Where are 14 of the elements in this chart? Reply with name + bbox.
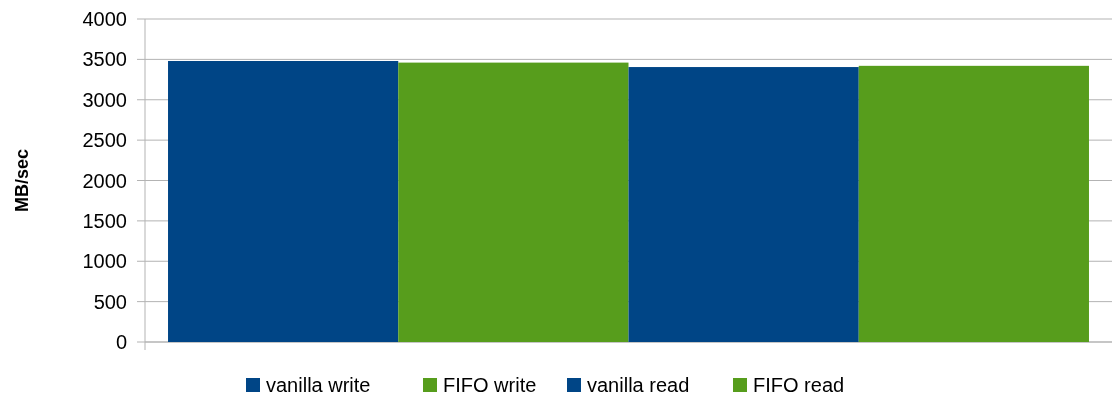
legend-label: FIFO read	[753, 374, 845, 396]
y-tick-label: 4000	[82, 8, 127, 30]
legend-label: FIFO write	[443, 374, 537, 396]
y-tick-label: 3500	[82, 48, 127, 71]
y-tick-label: 1000	[82, 250, 127, 273]
y-tick-label: 2000	[82, 169, 127, 192]
legend-label: vanilla write	[266, 374, 371, 396]
y-tick-label: 0	[115, 331, 127, 353]
y-tick-label: 500	[93, 290, 127, 313]
y-tick-label: 2500	[82, 129, 127, 152]
y-axis-title: MB/sec	[12, 148, 32, 213]
legend-label: vanilla read	[587, 374, 690, 396]
y-tick-label: 3000	[82, 88, 127, 111]
y-tick-label: 1500	[82, 209, 127, 232]
